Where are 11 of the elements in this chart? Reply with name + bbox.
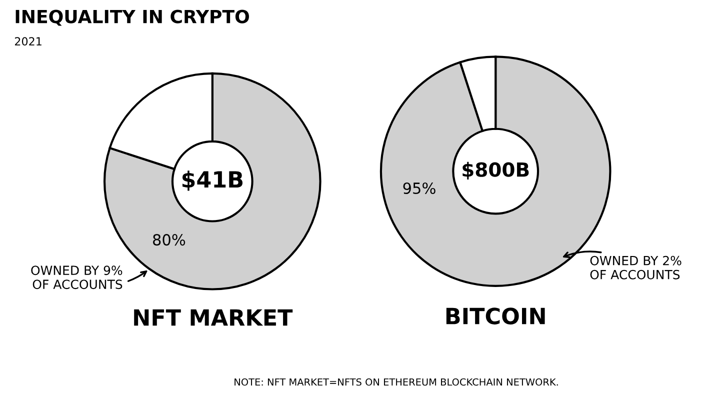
text: 2021 xyxy=(14,37,42,46)
text: $800B xyxy=(462,162,529,180)
text: $41B xyxy=(182,170,242,191)
data-label: 80% xyxy=(153,234,186,246)
text: OWNED BY 2% OF ACCOUNTS xyxy=(590,256,682,280)
text: BITCOIN xyxy=(446,308,545,324)
text: OWNED BY 9% OF ACCOUNTS xyxy=(31,266,122,290)
data-label: 95% xyxy=(403,182,436,194)
text: NOTE: NFT MARKET=NFTS ON ETHEREUM BLOCKCHAIN NETWORK. xyxy=(234,378,558,386)
text: INEQUALITY IN CRYPTO xyxy=(16,10,249,26)
text: NFT MARKET xyxy=(134,309,293,326)
